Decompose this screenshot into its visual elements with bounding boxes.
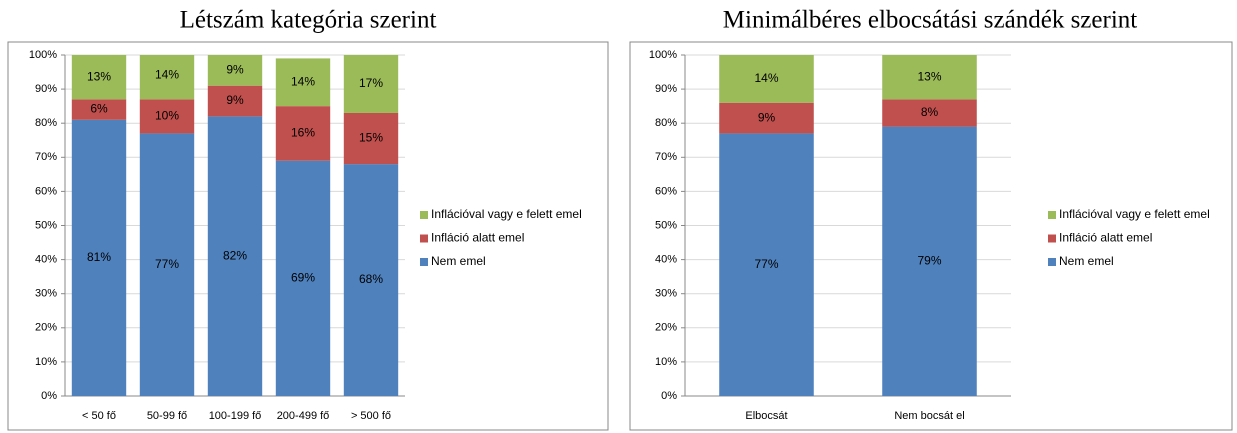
legend-swatch xyxy=(420,258,428,266)
y-tick-label: 70% xyxy=(35,151,57,163)
y-tick-label: 0% xyxy=(661,390,677,402)
y-tick-label: 60% xyxy=(655,185,677,197)
data-label: 16% xyxy=(291,126,315,140)
data-label: 77% xyxy=(155,257,179,271)
data-label: 9% xyxy=(226,63,244,77)
y-tick-label: 70% xyxy=(655,151,677,163)
bar-segment xyxy=(71,55,127,100)
data-label: 17% xyxy=(359,76,383,90)
y-tick-label: 10% xyxy=(35,356,57,368)
y-tick-label: 20% xyxy=(35,322,57,334)
x-tick-label: 100-199 fő xyxy=(209,410,262,422)
x-tick-label: > 500 fő xyxy=(351,410,391,422)
bar-segment xyxy=(71,119,127,396)
y-tick-label: 100% xyxy=(649,49,677,61)
y-tick-label: 50% xyxy=(35,219,57,231)
x-tick-label: Elbocsát xyxy=(745,410,787,422)
bar-segment xyxy=(343,164,399,396)
data-label: 77% xyxy=(754,257,778,271)
y-tick-label: 100% xyxy=(29,49,57,61)
x-tick-label: 50-99 fő xyxy=(147,410,187,422)
chart-title: Létszám kategória szerint xyxy=(180,7,437,34)
bars xyxy=(71,55,399,396)
y-tick-label: 30% xyxy=(655,288,677,300)
y-tick-label: 40% xyxy=(35,254,57,266)
bar-segment xyxy=(207,116,263,396)
legend-swatch xyxy=(420,234,428,243)
legend-label: Infláció alatt emel xyxy=(431,231,524,245)
y-tick-label: 90% xyxy=(35,83,57,95)
bar-segment xyxy=(207,55,263,86)
bar-segment xyxy=(139,133,195,396)
bar-segment xyxy=(139,55,195,100)
y-tick-label: 20% xyxy=(655,322,677,334)
legend-label: Infláció alatt emel xyxy=(1059,231,1152,245)
data-label: 14% xyxy=(155,68,179,82)
data-label: 14% xyxy=(291,74,315,88)
legend-label: Nem emel xyxy=(1059,254,1114,268)
y-tick-label: 90% xyxy=(655,83,677,95)
data-label: 13% xyxy=(917,69,941,83)
bar-segment xyxy=(275,58,331,107)
y-tick-label: 60% xyxy=(35,185,57,197)
data-label: 6% xyxy=(90,102,108,116)
y-tick-label: 80% xyxy=(655,117,677,129)
bars xyxy=(719,55,977,396)
bar-segment xyxy=(343,112,399,165)
bar-segment xyxy=(343,55,399,113)
bar-segment xyxy=(207,85,263,117)
x-tick-label: < 50 fő xyxy=(82,410,116,422)
y-tick-label: 50% xyxy=(655,219,677,231)
data-label: 14% xyxy=(754,71,778,85)
bar-segment xyxy=(882,126,977,396)
data-label: 69% xyxy=(291,271,315,285)
bar-segment xyxy=(882,55,977,100)
data-label: 9% xyxy=(758,110,776,124)
legend-label: Inflációval vagy e felett emel xyxy=(1059,207,1210,221)
legend-label: Inflációval vagy e felett emel xyxy=(431,207,582,221)
bar-segment xyxy=(275,160,331,396)
data-label: 10% xyxy=(155,109,179,123)
legend-swatch xyxy=(1048,211,1056,219)
y-tick-label: 10% xyxy=(655,356,677,368)
bar-segment xyxy=(882,99,977,127)
chart-title: Minimálbéres elbocsátási szándék szerint xyxy=(723,7,1137,34)
bar-segment xyxy=(719,102,814,134)
y-tick-label: 40% xyxy=(655,254,677,266)
y-tick-label: 0% xyxy=(41,390,57,402)
bar-segment xyxy=(139,99,195,134)
bar-segment xyxy=(275,106,331,161)
legend-swatch xyxy=(420,211,428,219)
y-tick-label: 80% xyxy=(35,117,57,129)
bar-segment xyxy=(71,99,127,120)
data-label: 68% xyxy=(359,272,383,286)
x-tick-label: Nem bocsát el xyxy=(894,410,964,422)
bar-segment xyxy=(719,55,814,103)
data-label: 82% xyxy=(223,248,247,262)
data-label: 15% xyxy=(359,131,383,145)
x-tick-label: 200-499 fő xyxy=(277,410,330,422)
data-label: 9% xyxy=(226,93,244,107)
legend-label: Nem emel xyxy=(431,254,486,268)
data-label: 79% xyxy=(917,253,941,267)
data-label: 81% xyxy=(87,250,111,264)
legend-swatch xyxy=(1048,258,1056,266)
y-tick-label: 30% xyxy=(35,288,57,300)
data-label: 13% xyxy=(87,69,111,83)
bar-segment xyxy=(719,133,814,396)
legend-swatch xyxy=(1048,234,1056,243)
data-label: 8% xyxy=(921,105,939,119)
